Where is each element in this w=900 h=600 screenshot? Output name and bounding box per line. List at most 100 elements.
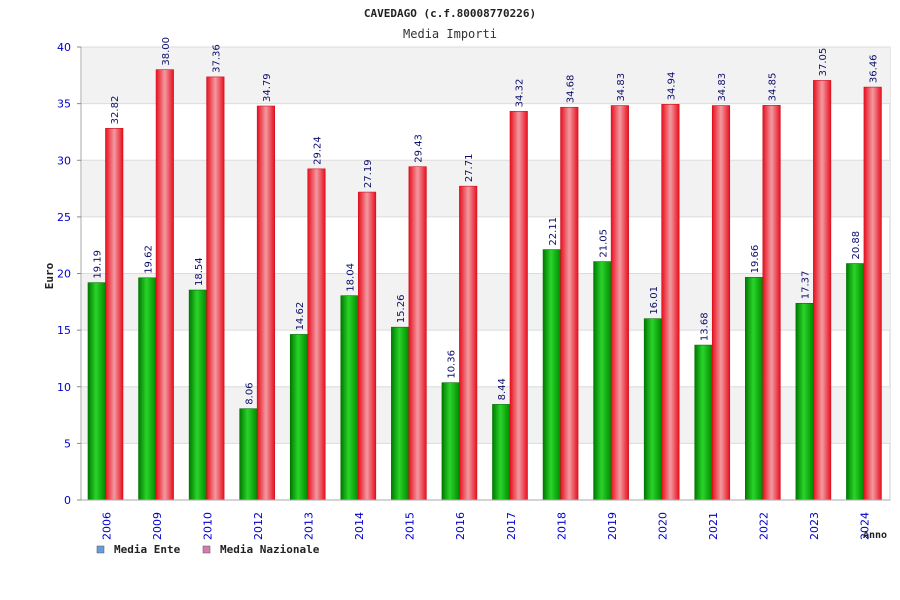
data-label: 37.36 [211, 44, 222, 73]
x-axis: 2006 2009 2010 2012 2013 2014 2015 2016 2017 2018… [81, 499, 890, 540]
data-label: 27.71 [464, 154, 475, 183]
bar-media-nazionale [256, 105, 275, 501]
data-label: 8.44 [497, 378, 508, 400]
y-tick-label: 0 [64, 494, 71, 507]
data-label: 20.88 [851, 231, 862, 260]
data-label: 19.62 [143, 245, 154, 274]
data-label: 36.46 [869, 54, 880, 83]
data-label: 14.62 [295, 302, 306, 331]
bar-media-ente [289, 334, 309, 501]
data-label: 10.36 [447, 350, 458, 379]
bar-media-nazionale [155, 69, 174, 501]
bar-media-nazionale [661, 104, 680, 501]
x-axis-label: Anno [863, 530, 887, 541]
x-tick-label: 2016 [454, 512, 467, 540]
bar-media-nazionale [610, 105, 629, 501]
data-label: 34.94 [666, 72, 677, 101]
data-label: 13.68 [700, 312, 711, 341]
bar-media-nazionale [813, 80, 832, 501]
data-label: 34.79 [262, 73, 273, 102]
x-tick-label: 2024 [859, 512, 872, 540]
bar-media-ente [542, 249, 561, 501]
bar-media-nazionale [459, 185, 478, 501]
bar-media-ente [391, 326, 410, 501]
bar-media-nazionale [408, 166, 427, 501]
bar-media-ente [694, 344, 713, 501]
x-tick-label: 2006 [100, 512, 113, 540]
data-label: 34.85 [768, 73, 779, 102]
bar-media-nazionale [307, 168, 326, 501]
bar-media-ente [795, 302, 814, 501]
y-tick-label: 35 [57, 98, 71, 111]
data-label: 38.00 [161, 37, 172, 66]
data-label: 22.11 [548, 217, 559, 246]
x-tick-label: 2022 [758, 512, 771, 540]
bar-media-ente [745, 277, 764, 501]
y-axis: 0 5 10 15 20 25 30 35 40 [57, 41, 82, 507]
y-tick-label: 25 [57, 211, 71, 224]
data-label: 34.68 [565, 75, 576, 104]
legend: Media Ente Media Nazionale [96, 543, 320, 556]
bar-media-nazionale [762, 105, 781, 501]
data-label: 16.01 [649, 286, 660, 315]
data-label: 34.83 [717, 73, 728, 102]
y-tick-label: 40 [57, 41, 71, 54]
bar-media-ente [138, 277, 157, 501]
bar-media-nazionale [863, 86, 882, 501]
x-tick-label: 2010 [201, 512, 214, 540]
bar-media-ente [188, 289, 207, 501]
data-label: 19.66 [750, 245, 761, 274]
bar-media-nazionale [711, 105, 731, 501]
legend-label-media-ente: Media Ente [114, 543, 181, 556]
bar-media-nazionale [509, 111, 528, 501]
x-tick-label: 2014 [353, 512, 366, 540]
bar-media-nazionale [105, 128, 124, 501]
y-tick-label: 10 [57, 381, 71, 394]
bar-media-ente [846, 263, 865, 501]
value-labels-group: 19.19 32.82 19.62 38.00 18.54 37.36 8.06 34.79 1… [93, 37, 880, 405]
bar-media-nazionale [560, 106, 579, 501]
x-tick-label: 2015 [404, 512, 417, 540]
legend-label-media-nazionale: Media Nazionale [220, 543, 320, 556]
data-label: 34.83 [616, 73, 627, 102]
data-label: 15.26 [396, 295, 407, 324]
bars-group [87, 69, 882, 501]
data-label: 27.19 [363, 159, 374, 188]
data-label: 32.82 [110, 96, 121, 125]
x-tick-label: 2017 [505, 512, 518, 540]
legend-swatch-media-nazionale [202, 545, 211, 554]
x-tick-label: 2021 [707, 512, 720, 540]
y-tick-label: 15 [57, 324, 71, 337]
data-label: 37.05 [818, 48, 829, 77]
y-tick-label: 5 [64, 437, 71, 450]
bar-media-ente [593, 261, 612, 501]
bar-media-nazionale [358, 191, 377, 501]
x-tick-label: 2020 [656, 512, 669, 540]
data-label: 18.54 [194, 257, 205, 286]
x-tick-label: 2023 [808, 512, 821, 540]
chart-title: CAVEDAGO (c.f.80008770226) [364, 7, 536, 20]
x-tick-label: 2009 [151, 512, 164, 540]
data-label: 29.43 [414, 134, 425, 163]
bar-media-nazionale [206, 76, 225, 501]
y-tick-label: 20 [57, 268, 71, 281]
data-label: 29.24 [313, 136, 324, 165]
data-label: 8.06 [244, 382, 255, 404]
bar-media-ente [492, 404, 511, 501]
x-tick-label: 2013 [303, 512, 316, 540]
x-tick-label: 2018 [555, 512, 568, 540]
bar-media-ente [441, 382, 460, 501]
data-label: 21.05 [598, 229, 609, 258]
x-tick-label: 2012 [252, 512, 265, 540]
y-tick-label: 30 [57, 154, 71, 167]
bar-media-ente [87, 282, 106, 501]
data-label: 17.37 [801, 271, 812, 300]
bar-media-ente [643, 318, 662, 501]
bar-media-ente [340, 295, 359, 501]
data-label: 34.32 [515, 79, 526, 108]
x-tick-label: 2019 [606, 512, 619, 540]
bar-media-ente [239, 408, 258, 501]
legend-swatch-media-ente [96, 545, 105, 554]
data-label: 19.19 [93, 250, 104, 279]
